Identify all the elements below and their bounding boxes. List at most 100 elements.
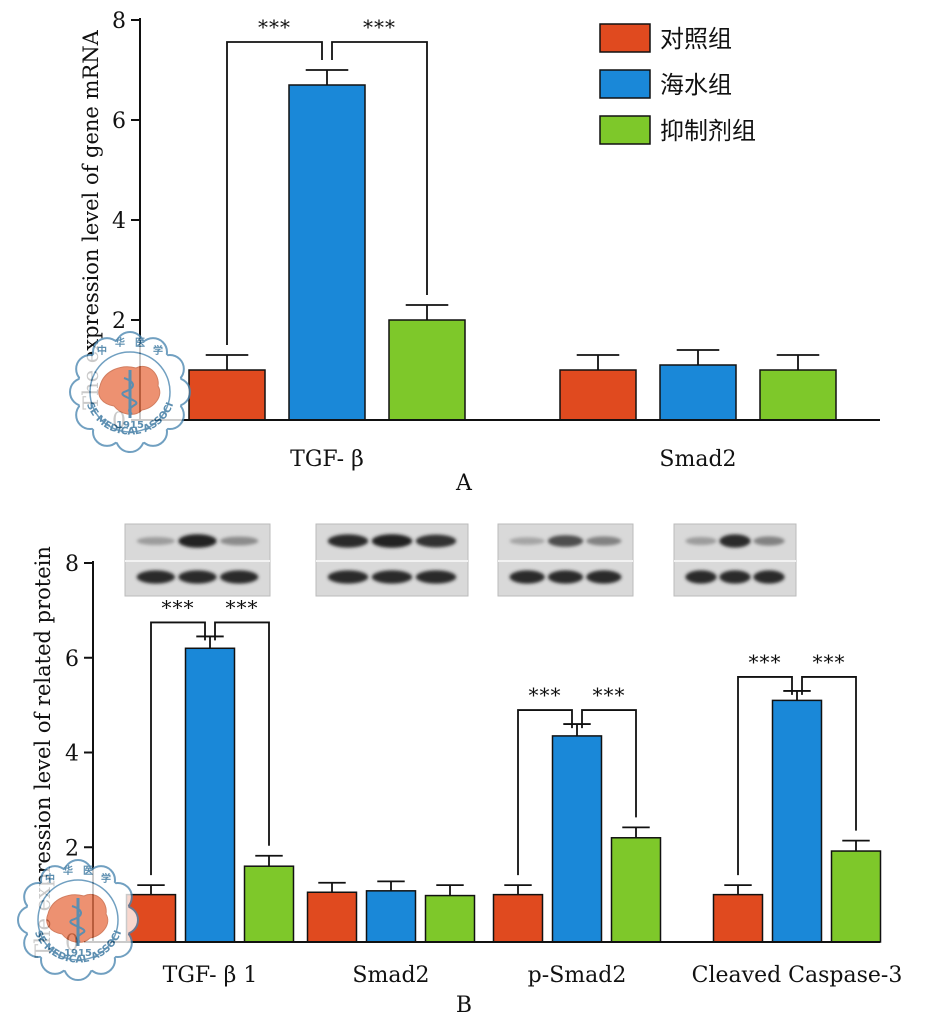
seal-inner-ring (37, 879, 119, 961)
blot-band (685, 537, 717, 545)
panel-b-chart: TGF- β 1 Smad2 p-Smad2 Cleaved Caspase-3 **… (31, 523, 903, 1018)
bar-control (559, 369, 637, 421)
legend-swatch-seawater (599, 69, 651, 99)
bar-seawater (365, 890, 417, 943)
seal-character: 中 (45, 872, 55, 885)
bar-inhibitor (830, 850, 882, 943)
seal-inner-ring (89, 351, 171, 433)
y-tick-label: 4 (112, 209, 126, 234)
bar-control (492, 893, 544, 943)
seal-character: 学 (101, 872, 111, 885)
panel-b-label: B (456, 993, 472, 1018)
legend-label-seawater: 海水组 (660, 71, 732, 99)
y-tick-label: 6 (112, 109, 126, 134)
significance-bracket (150, 621, 206, 876)
blot-band (136, 570, 175, 584)
seal-year: 1915 (64, 948, 92, 959)
seal-character: 医 (83, 865, 93, 877)
seal-character: 华 (115, 336, 125, 349)
bar-seawater (551, 735, 603, 943)
significance-bracket (581, 709, 637, 818)
western-blot-images (124, 523, 797, 597)
blot-band (327, 570, 369, 584)
y-tick-label: 4 (65, 742, 79, 767)
blot-band (685, 570, 717, 584)
blot-band (415, 570, 457, 584)
x-category-label: Cleaved Caspase-3 (692, 963, 903, 988)
seal-character: 中 (97, 344, 107, 357)
blot-band (178, 570, 217, 584)
blot-band (753, 536, 785, 546)
seal-character: 学 (153, 344, 163, 357)
legend-swatch-control (599, 23, 651, 53)
seal-snake-icon (69, 905, 86, 943)
blot-band (371, 534, 413, 548)
significance-bracket (737, 676, 793, 876)
bar-inhibitor (759, 369, 837, 421)
significance-label: *** (749, 650, 782, 674)
western-blot-panel (124, 523, 271, 597)
bar-seawater (771, 699, 823, 943)
seal-year: 1915 (116, 420, 144, 431)
blot-band (509, 570, 545, 584)
seal-character: 华 (63, 864, 73, 877)
blot-band (547, 535, 584, 547)
blot-band (220, 536, 259, 546)
bar-inhibitor (243, 865, 295, 943)
significance-bracket (801, 676, 857, 831)
bar-control (306, 891, 358, 943)
blot-band (547, 570, 584, 584)
x-category-label: Smad2 (352, 963, 429, 988)
bar-seawater (288, 84, 366, 421)
y-tick-label: 2 (65, 836, 79, 861)
blot-band (178, 534, 217, 548)
x-category-label: TGF- β (290, 447, 364, 472)
bar-seawater (659, 364, 737, 421)
y-tick-label: 8 (112, 9, 126, 34)
western-blot-panel (315, 523, 469, 597)
significance-bracket (214, 621, 270, 846)
x-category-label: p-Smad2 (528, 963, 627, 988)
blot-band (371, 570, 413, 584)
panel-a-label: A (455, 471, 473, 496)
significance-bracket (226, 41, 323, 345)
significance-label: *** (813, 650, 846, 674)
bar-inhibitor (424, 894, 476, 943)
association-seal-watermark: 中华医学1915CHINESE MEDICAL ASSOCIATION (17, 859, 139, 981)
legend-label-inhibitor: 抑制剂组 (660, 117, 756, 145)
western-blot-panel (673, 523, 797, 597)
bar-seawater (184, 647, 236, 943)
western-blot-panel (497, 523, 634, 597)
y-tick-label: 2 (112, 309, 126, 334)
legend: 对照组 海水组 抑制剂组 (599, 23, 756, 145)
blot-band (327, 534, 369, 548)
significance-bracket (331, 41, 428, 295)
blot-band (220, 570, 259, 584)
significance-label: *** (162, 595, 195, 619)
bar-control (712, 893, 764, 943)
significance-label: *** (593, 683, 626, 707)
blot-band (415, 534, 457, 548)
blot-band (719, 534, 751, 548)
bar-control (188, 369, 266, 421)
blot-band (586, 570, 622, 584)
significance-label: *** (529, 683, 562, 707)
x-category-label: Smad2 (659, 447, 736, 472)
x-category-label: TGF- β 1 (163, 963, 258, 988)
significance-label: *** (258, 15, 291, 39)
y-tick-label: 6 (65, 647, 79, 672)
significance-label: *** (226, 595, 259, 619)
blot-band (136, 537, 175, 545)
association-seal-watermark: 中华医学1915CHINESE MEDICAL ASSOCIATION (69, 331, 191, 453)
bar-inhibitor (388, 319, 466, 421)
seal-character: 医 (135, 337, 145, 349)
legend-swatch-inhibitor (599, 115, 651, 145)
bar-inhibitor (610, 837, 662, 943)
seal-snake-icon (121, 377, 138, 415)
blot-band (509, 537, 545, 545)
significance-bracket (517, 709, 573, 876)
blot-band (586, 536, 622, 546)
blot-band (719, 570, 751, 584)
significance-label: *** (363, 15, 396, 39)
